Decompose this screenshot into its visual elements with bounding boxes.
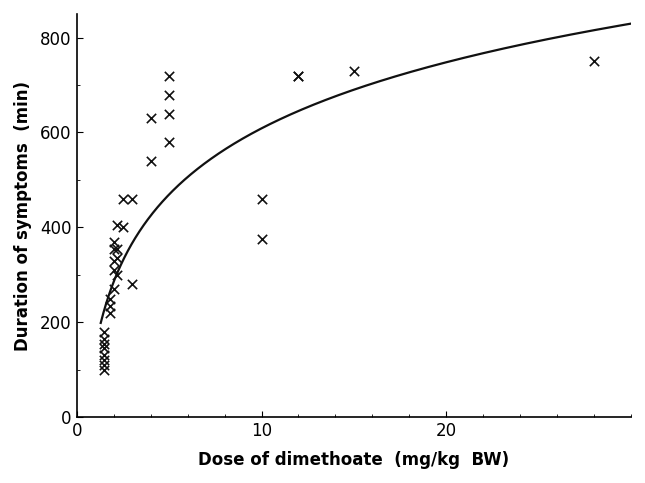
Point <box>112 245 123 253</box>
Point <box>99 366 110 373</box>
Point <box>108 257 119 265</box>
Point <box>112 255 123 262</box>
Point <box>99 352 110 359</box>
Point <box>164 91 174 99</box>
Point <box>146 157 156 165</box>
Point <box>293 71 304 79</box>
Point <box>118 195 128 203</box>
Point <box>164 71 174 79</box>
Point <box>164 138 174 146</box>
X-axis label: Dose of dimethoate  (mg/kg  BW): Dose of dimethoate (mg/kg BW) <box>199 451 510 469</box>
Point <box>127 281 137 288</box>
Point <box>99 328 110 336</box>
Point <box>108 266 119 274</box>
Point <box>293 71 304 79</box>
Point <box>256 195 266 203</box>
Point <box>108 245 119 253</box>
Point <box>112 221 123 229</box>
Point <box>99 344 110 352</box>
Point <box>589 57 599 65</box>
Point <box>108 285 119 293</box>
Point <box>99 356 110 364</box>
Point <box>118 224 128 231</box>
Point <box>99 335 110 343</box>
Point <box>127 195 137 203</box>
Point <box>164 110 174 117</box>
Point <box>256 235 266 243</box>
Point <box>104 295 115 302</box>
Point <box>104 302 115 310</box>
Point <box>112 271 123 279</box>
Point <box>99 361 110 369</box>
Point <box>349 67 359 75</box>
Point <box>146 114 156 122</box>
Point <box>99 340 110 347</box>
Point <box>104 309 115 317</box>
Point <box>108 238 119 245</box>
Y-axis label: Duration of symptoms  (min): Duration of symptoms (min) <box>14 81 32 351</box>
